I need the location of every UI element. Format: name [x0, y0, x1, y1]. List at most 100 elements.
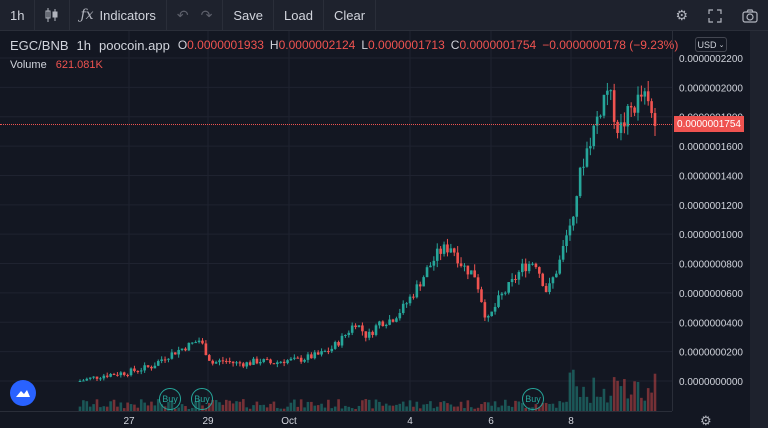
volume-bar: [259, 405, 262, 411]
candle-body: [572, 216, 575, 226]
volume-bar: [521, 403, 524, 411]
candle-body: [269, 359, 272, 364]
volume-bar: [180, 404, 184, 411]
chart-type-button[interactable]: [35, 0, 69, 31]
candle-body: [459, 263, 463, 266]
volume-bar: [650, 392, 653, 411]
volume-bar: [486, 402, 490, 411]
buy-marker[interactable]: Buy: [522, 388, 544, 410]
volume-bar: [265, 407, 269, 411]
time-tick-label: 29: [202, 416, 214, 427]
volume-bar: [503, 399, 507, 411]
candle-body: [218, 360, 221, 363]
volume-bar: [480, 404, 483, 411]
price-tick-label: 0.0000001400: [679, 171, 743, 182]
volume-bar: [599, 396, 602, 411]
volume-bar: [327, 399, 330, 411]
candle-body: [180, 348, 184, 350]
candle-body: [238, 362, 242, 364]
volume-bar: [452, 406, 456, 411]
interval-selector[interactable]: 1h: [10, 7, 25, 23]
undo-button[interactable]: ↶: [167, 0, 199, 31]
candle-body: [133, 368, 136, 371]
axis-settings-icon[interactable]: ⚙: [700, 413, 712, 428]
candle-body: [606, 90, 609, 95]
top-toolbar: 1h ƒx Indicators ↶ ↷ Save Load Clear ⚙: [0, 0, 768, 31]
candle-body: [248, 362, 252, 365]
time-axis[interactable]: 27 29 Oct 4 6 8: [0, 411, 672, 428]
volume-bar: [507, 405, 510, 411]
volume-bar: [344, 405, 347, 411]
volume-bar: [173, 408, 177, 411]
volume-bar: [517, 401, 521, 411]
volume-bar: [190, 407, 194, 411]
clear-button[interactable]: Clear: [333, 7, 366, 23]
candle-body: [347, 332, 351, 336]
candle-body: [242, 363, 245, 367]
candle-body: [320, 351, 323, 355]
candle-body: [442, 244, 446, 254]
currency-selector[interactable]: USD ⌄: [695, 37, 727, 52]
volume-bar: [493, 401, 497, 411]
volume-bar: [231, 403, 235, 411]
volume-bar: [92, 404, 95, 411]
volume-bar: [619, 386, 623, 411]
screenshot-button[interactable]: [732, 0, 768, 31]
candle-body: [78, 381, 82, 382]
volume-bar: [384, 403, 388, 411]
volume-bar: [279, 408, 283, 411]
volume-bar: [221, 404, 225, 411]
volume-bar: [463, 408, 466, 411]
volume-bar: [378, 401, 381, 411]
fullscreen-button[interactable]: [698, 0, 732, 31]
volume-bar: [323, 407, 327, 411]
symbol-name[interactable]: EGC/BNB: [10, 38, 69, 53]
candle-body: [439, 248, 442, 254]
candle-body: [643, 91, 647, 97]
candle-body: [337, 342, 340, 346]
candle-body: [374, 325, 378, 335]
volume-bar: [432, 408, 436, 411]
save-button[interactable]: Save: [233, 7, 264, 23]
volume-bar: [483, 402, 487, 411]
volume-bar: [133, 404, 136, 411]
candle-body: [279, 361, 283, 363]
volume-bar: [544, 402, 548, 411]
gear-icon: ⚙: [675, 7, 688, 23]
buy-marker-label: Buy: [525, 394, 541, 404]
time-tick-label: 4: [407, 416, 413, 427]
candle-body: [105, 375, 109, 377]
volume-bar: [228, 400, 232, 411]
buy-marker[interactable]: Buy: [159, 388, 181, 410]
candle-body: [276, 362, 279, 365]
settings-button[interactable]: ⚙: [665, 0, 698, 31]
tradingview-logo[interactable]: [10, 380, 36, 406]
volume-bar: [187, 408, 191, 411]
price-axis[interactable]: 0.00000022000.00000020000.00000018000.00…: [672, 31, 750, 411]
volume-bar: [405, 406, 408, 411]
candle-body: [456, 252, 459, 264]
candle-body: [201, 340, 204, 344]
candle-body: [371, 331, 374, 335]
indicators-button[interactable]: ƒx Indicators: [70, 0, 165, 31]
undo-icon: ↶: [176, 6, 189, 23]
volume-bar: [629, 394, 633, 411]
volume-bar: [136, 407, 140, 411]
candle-body: [265, 359, 269, 361]
candle-body: [412, 296, 415, 298]
volume-bar: [238, 401, 242, 411]
candle-body: [490, 311, 493, 317]
volume-bar: [95, 399, 99, 411]
buy-marker[interactable]: Buy: [191, 388, 213, 410]
candle-body: [425, 267, 429, 278]
volume-bar: [105, 406, 109, 411]
volume-bar: [575, 386, 579, 411]
candle-body: [177, 349, 180, 355]
candle-body: [507, 282, 510, 293]
volume-bar: [449, 404, 453, 411]
volume-bar: [589, 402, 592, 411]
redo-button[interactable]: ↷: [199, 0, 223, 31]
load-button[interactable]: Load: [284, 7, 313, 23]
toolbar-divider: [375, 0, 377, 31]
price-chart[interactable]: [0, 31, 672, 411]
